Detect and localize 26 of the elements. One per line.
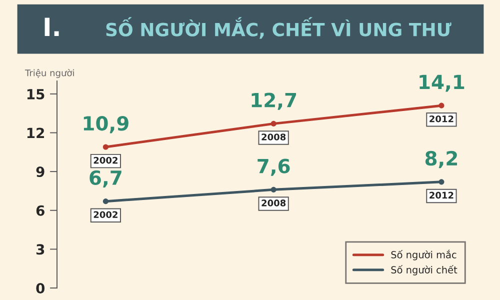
y-tick-label: 15 [27, 89, 44, 100]
y-tick-label: 12 [27, 128, 44, 138]
y-tick-label: 9 [36, 166, 44, 178]
category-label: 2002 [94, 211, 118, 218]
legend-label: Số người chết [391, 265, 458, 276]
point [438, 102, 444, 108]
point [438, 179, 444, 185]
point [102, 198, 108, 204]
point [102, 144, 108, 150]
y-tick-label: 6 [36, 205, 44, 216]
data-label: 12,7 [252, 92, 296, 110]
point [270, 120, 276, 126]
data-label: 7,6 [258, 158, 290, 176]
category-label: 2008 [262, 200, 286, 206]
y-axis-title: Triệu người [24, 68, 74, 78]
data-label: 14,1 [420, 74, 464, 92]
y-tick-label: 3 [36, 244, 44, 255]
legend-label: Số người mắc [391, 250, 456, 260]
data-label: 6,7 [90, 170, 122, 188]
data-label: 10,9 [84, 116, 128, 134]
point [270, 186, 276, 192]
chart-title: SỐ NGƯỜI MẮC, CHẾT VÌ UNG THƯ [106, 17, 452, 39]
y-tick-label: 0 [36, 282, 45, 294]
data-label: 8,2 [425, 150, 457, 168]
category-label: 2012 [430, 192, 454, 199]
text: I. [44, 18, 59, 36]
